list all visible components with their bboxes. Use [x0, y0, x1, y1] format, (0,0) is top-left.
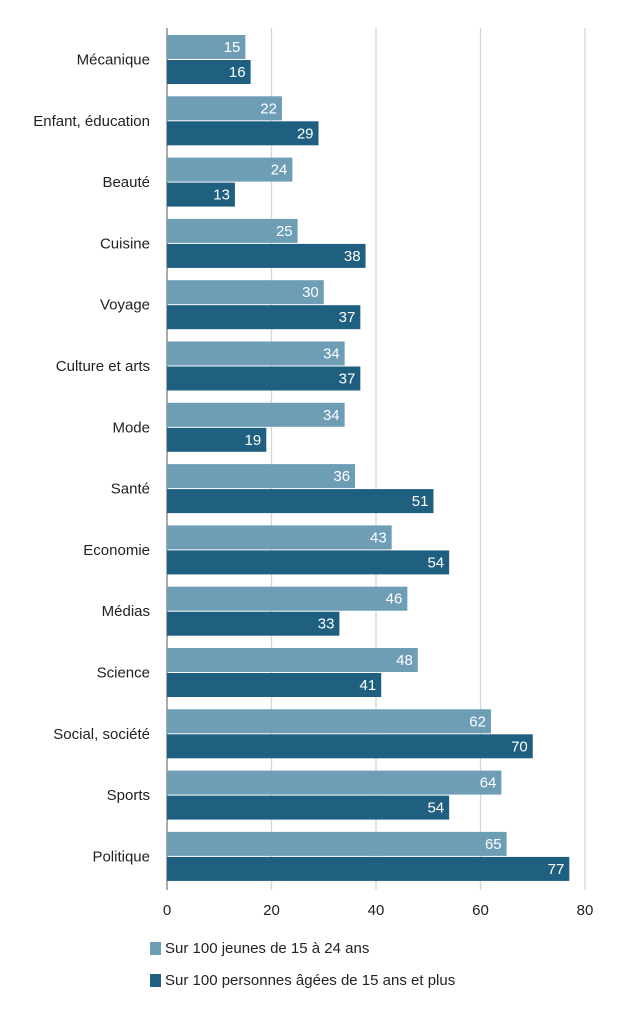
x-tick-label: 40 — [368, 902, 385, 919]
bar-youth — [167, 402, 345, 427]
bar-youth — [167, 648, 418, 672]
legend-swatch-all — [150, 973, 161, 987]
bar-youth — [167, 35, 246, 59]
data-label: 41 — [360, 677, 377, 694]
category-label: Politique — [92, 848, 150, 865]
category-label: Voyage — [100, 297, 150, 314]
bar-youth — [167, 341, 345, 366]
x-tick-label: 80 — [577, 902, 594, 919]
data-label: 70 — [511, 738, 528, 755]
bars: 15 16 22 29 24 13 25 38 30 37 34 37 34 19 36 51 43 54 46 33… — [167, 35, 570, 881]
bar-all — [167, 305, 361, 330]
data-label: 19 — [245, 432, 262, 449]
bar-all — [167, 121, 319, 146]
data-label: 54 — [427, 554, 444, 571]
category-label: Culture et arts — [56, 358, 150, 375]
data-label: 64 — [480, 775, 497, 792]
bar-chart: 15 16 22 29 24 13 25 38 30 37 34 37 34 19 36 51 43 54 46 33… — [33, 28, 594, 919]
data-label: 22 — [260, 100, 277, 117]
data-label: 62 — [469, 713, 486, 730]
category-labels: Mécanique Enfant, éducation Beauté Cuisine V… — [33, 52, 150, 866]
bar-all — [167, 243, 366, 268]
bar-youth — [167, 218, 298, 243]
bar-youth — [167, 525, 392, 550]
data-label: 13 — [213, 187, 230, 204]
data-label: 43 — [370, 529, 387, 546]
bar-youth — [167, 709, 491, 734]
data-label: 54 — [427, 800, 444, 817]
bar-all — [167, 427, 267, 452]
data-label: 25 — [276, 223, 293, 240]
bar-youth — [167, 157, 293, 182]
legend-label-all: Sur 100 personnes âgées de 15 ans et plu… — [165, 971, 456, 989]
bar-youth — [167, 831, 507, 856]
bar-all — [167, 366, 361, 391]
legend: Sur 100 jeunes de 15 à 24 ans Sur 100 pe… — [150, 938, 455, 1002]
bar-youth — [167, 770, 502, 795]
data-label: 36 — [333, 468, 350, 485]
category-label: Economie — [83, 542, 150, 559]
bar-all — [167, 673, 382, 697]
category-label: Santé — [111, 481, 150, 498]
bar-all — [167, 182, 235, 207]
bar-all — [167, 734, 533, 759]
data-label: 37 — [339, 309, 356, 326]
bar-youth — [167, 280, 324, 305]
bar-all — [167, 489, 434, 514]
data-label: 15 — [224, 39, 241, 56]
legend-swatch-youth — [150, 941, 161, 955]
x-tick-label: 0 — [163, 902, 171, 919]
gridlines — [166, 28, 586, 890]
data-label: 65 — [485, 836, 502, 853]
category-label: Sports — [107, 787, 150, 804]
data-label: 38 — [344, 248, 361, 265]
data-label: 24 — [271, 162, 288, 179]
data-label: 33 — [318, 616, 335, 633]
data-label: 46 — [386, 591, 403, 608]
data-label: 29 — [297, 125, 314, 142]
category-label: Cuisine — [100, 235, 150, 252]
x-tick-label: 60 — [472, 902, 489, 919]
data-label: 77 — [548, 861, 565, 878]
data-label: 37 — [339, 371, 356, 388]
data-label: 34 — [323, 407, 340, 424]
category-label: Mécanique — [77, 52, 150, 69]
data-label: 16 — [229, 64, 246, 81]
bar-all — [167, 550, 450, 575]
bar-youth — [167, 96, 282, 121]
x-tick-label: 20 — [263, 902, 280, 919]
category-label: Enfant, éducation — [33, 113, 150, 130]
bar-all — [167, 795, 450, 820]
category-label: Mode — [112, 419, 150, 436]
category-label: Social, société — [53, 726, 150, 743]
bar-all — [167, 856, 570, 881]
bar-all — [167, 60, 251, 84]
category-label: Médias — [102, 603, 150, 620]
category-label: Beauté — [102, 174, 150, 191]
bar-youth — [167, 586, 408, 611]
x-axis-tick-labels: 0 20 40 60 80 — [163, 902, 594, 919]
category-label: Science — [97, 665, 150, 682]
data-label: 48 — [396, 652, 413, 669]
bar-all — [167, 611, 340, 636]
data-label: 30 — [302, 284, 319, 301]
legend-label-youth: Sur 100 jeunes de 15 à 24 ans — [165, 939, 370, 957]
data-label: 51 — [412, 493, 429, 510]
legend-item-all: Sur 100 personnes âgées de 15 ans et plu… — [150, 970, 455, 990]
bar-youth — [167, 464, 356, 489]
legend-item-youth: Sur 100 jeunes de 15 à 24 ans — [150, 938, 455, 958]
data-label: 34 — [323, 346, 340, 363]
